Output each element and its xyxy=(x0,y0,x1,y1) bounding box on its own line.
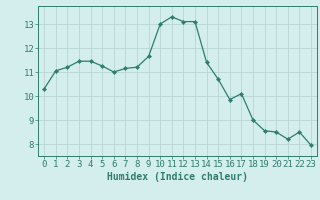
X-axis label: Humidex (Indice chaleur): Humidex (Indice chaleur) xyxy=(107,172,248,182)
